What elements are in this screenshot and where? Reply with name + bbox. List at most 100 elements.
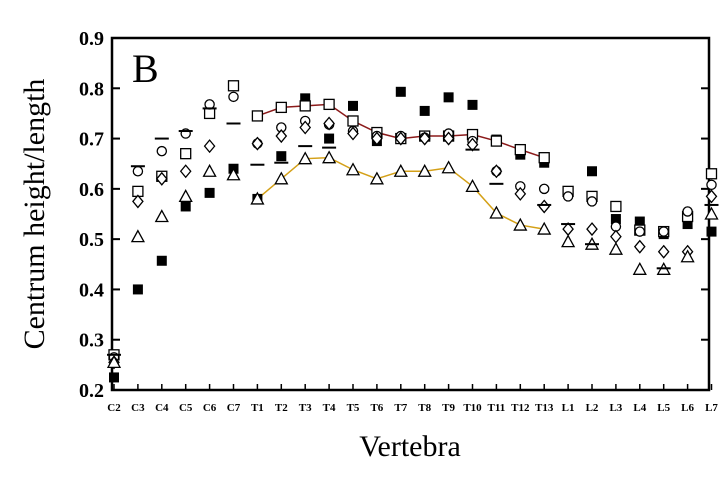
y-axis-title: Centrum height/length xyxy=(18,79,51,350)
y-axis: 0.2 0.3 0.4 0.5 0.6 0.7 0.8 0.9 xyxy=(79,28,709,402)
x-axis-title: Vertebra xyxy=(359,430,461,463)
x-tick-label: T5 xyxy=(347,402,360,414)
data-point xyxy=(251,136,264,151)
data-point xyxy=(587,166,597,177)
x-tick-label: T1 xyxy=(251,402,264,414)
data-point xyxy=(299,120,312,135)
x-tick-label: L1 xyxy=(562,402,575,414)
x-tick-label: T4 xyxy=(323,402,336,414)
data-point xyxy=(300,93,311,104)
data-point xyxy=(608,241,623,255)
data-point xyxy=(393,163,408,177)
x-tick-label: L3 xyxy=(609,402,622,414)
x-tick-label: C4 xyxy=(155,402,169,414)
x-tick-label: L6 xyxy=(681,402,694,414)
data-point xyxy=(441,160,456,174)
data-point xyxy=(227,80,240,92)
data-point xyxy=(561,234,576,248)
x-tick-label: C5 xyxy=(179,402,193,414)
plot-frame xyxy=(110,36,711,392)
data-point xyxy=(371,131,383,146)
data-point xyxy=(610,214,621,225)
x-tick-label: C6 xyxy=(203,402,217,414)
data-point xyxy=(322,150,337,164)
data-point xyxy=(538,199,551,214)
data-point xyxy=(633,239,646,254)
data-point xyxy=(298,151,313,165)
data-point xyxy=(275,129,288,144)
data-point xyxy=(132,166,144,177)
data-point xyxy=(345,162,361,176)
data-point xyxy=(180,201,191,212)
data-point xyxy=(323,116,335,131)
data-point xyxy=(704,206,719,220)
x-tick-label: C3 xyxy=(131,402,145,414)
data-point xyxy=(705,189,718,204)
data-point xyxy=(204,187,215,198)
panel-letter: B xyxy=(132,46,159,91)
x-tick-label: T12 xyxy=(511,402,530,414)
data-point xyxy=(489,205,504,219)
x-tick-label: L2 xyxy=(586,402,599,414)
x-tick-label: T10 xyxy=(463,402,482,414)
data-point xyxy=(203,139,216,154)
data-point xyxy=(419,105,430,116)
data-point xyxy=(228,91,239,103)
data-point xyxy=(323,98,335,111)
data-point xyxy=(274,171,289,185)
y-tick-label: 0.7 xyxy=(79,129,104,151)
x-tick-label: T3 xyxy=(299,402,312,414)
data-point xyxy=(514,143,526,156)
data-point xyxy=(514,186,527,201)
data-point xyxy=(155,171,168,186)
data-point xyxy=(109,372,119,383)
data-point xyxy=(465,178,480,192)
data-point xyxy=(156,255,167,266)
data-point xyxy=(106,354,122,368)
data-point xyxy=(132,194,144,209)
data-point xyxy=(299,100,311,112)
x-tick-label: T6 xyxy=(370,402,383,414)
data-points xyxy=(106,80,719,383)
y-tick-label: 0.5 xyxy=(79,229,104,251)
data-point xyxy=(156,145,168,157)
data-point xyxy=(203,107,216,120)
data-point xyxy=(417,163,432,177)
data-point xyxy=(369,171,384,185)
y-tick-label: 0.3 xyxy=(79,330,104,352)
data-point xyxy=(202,163,217,177)
data-point xyxy=(226,167,241,181)
y-tick-label: 0.4 xyxy=(79,279,104,301)
data-point xyxy=(178,189,193,203)
data-point xyxy=(538,152,550,164)
y-tick-label: 0.9 xyxy=(79,28,104,50)
data-point xyxy=(443,92,454,103)
data-point xyxy=(132,284,143,295)
data-point xyxy=(154,209,169,223)
y-tick-label: 0.6 xyxy=(79,179,104,201)
data-point xyxy=(658,226,669,237)
data-point xyxy=(418,131,431,146)
data-point xyxy=(537,221,552,235)
y-tick-label: 0.2 xyxy=(79,380,104,402)
data-point xyxy=(706,226,717,237)
data-point xyxy=(634,216,645,227)
data-point xyxy=(394,131,407,146)
data-point xyxy=(610,200,622,213)
x-axis: C2 C3 C4 C5 C6 C7 T1 T2 T3 T4 T5 T6 T7 T8 T9 T10 T11 T12 T… xyxy=(107,384,718,414)
x-tick-label: T11 xyxy=(488,402,506,414)
data-point xyxy=(251,110,264,122)
x-tick-label: T8 xyxy=(418,402,431,414)
data-point xyxy=(490,135,503,147)
data-point xyxy=(347,115,359,127)
data-point xyxy=(442,131,455,146)
x-tick-label: L7 xyxy=(705,402,718,414)
data-point xyxy=(586,222,598,237)
data-point xyxy=(562,191,574,202)
y-tick-label: 0.8 xyxy=(79,78,104,100)
data-point xyxy=(586,196,598,207)
data-point xyxy=(324,133,335,144)
data-point xyxy=(490,164,503,179)
data-point xyxy=(680,249,695,263)
data-point xyxy=(706,179,717,191)
